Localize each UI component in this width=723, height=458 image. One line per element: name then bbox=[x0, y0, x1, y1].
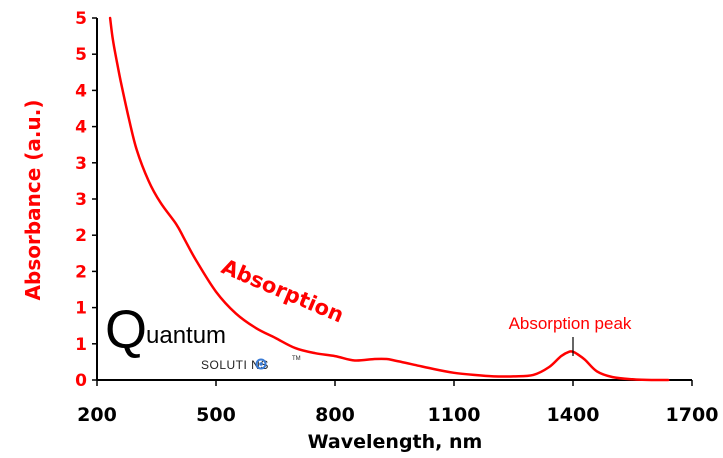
y-tick-label: 5 bbox=[75, 45, 87, 65]
absorbance-curve bbox=[108, 16, 670, 382]
x-tick-label: 800 bbox=[315, 404, 355, 426]
y-tick-label: 1 bbox=[75, 335, 87, 355]
y-tick-label: 5 bbox=[75, 9, 87, 29]
y-tick-label: 1 bbox=[75, 299, 87, 319]
y-tick-label: 2 bbox=[75, 226, 87, 246]
logo-letter: Q bbox=[105, 300, 147, 360]
y-tick-label: 2 bbox=[75, 262, 87, 282]
quantum-solutions-logo: Q uantum SOLUTI NS TM bbox=[105, 300, 301, 372]
y-tick-label: 4 bbox=[75, 118, 87, 138]
x-axis-ticks: 200 500 800 1100 1400 1700 bbox=[77, 380, 718, 426]
y-axis-title: Absorbance (a.u.) bbox=[21, 100, 45, 301]
logo-dot-icon bbox=[255, 358, 267, 370]
logo-dot-center-icon bbox=[259, 362, 263, 366]
y-tick-label: 4 bbox=[75, 81, 87, 101]
y-tick-label: 3 bbox=[75, 154, 87, 174]
x-axis-title: Wavelength, nm bbox=[308, 431, 483, 453]
y-tick-label: 0 bbox=[75, 371, 87, 391]
logo-subtitle: SOLUTI NS bbox=[201, 358, 269, 372]
x-tick-label: 500 bbox=[196, 404, 236, 426]
x-tick-label: 1700 bbox=[666, 404, 719, 426]
y-axis-ticks: 0 1 1 2 2 3 3 4 4 5 5 bbox=[75, 9, 97, 391]
x-tick-label: 1100 bbox=[428, 404, 481, 426]
y-tick-label: 3 bbox=[75, 190, 87, 210]
logo-trademark: TM bbox=[292, 356, 301, 362]
x-tick-label: 200 bbox=[77, 404, 117, 426]
x-tick-label: 1400 bbox=[547, 404, 600, 426]
absorption-peak-label: Absorption peak bbox=[509, 314, 632, 333]
absorption-label: Absorption bbox=[218, 255, 347, 328]
logo-word: uantum bbox=[146, 322, 226, 349]
